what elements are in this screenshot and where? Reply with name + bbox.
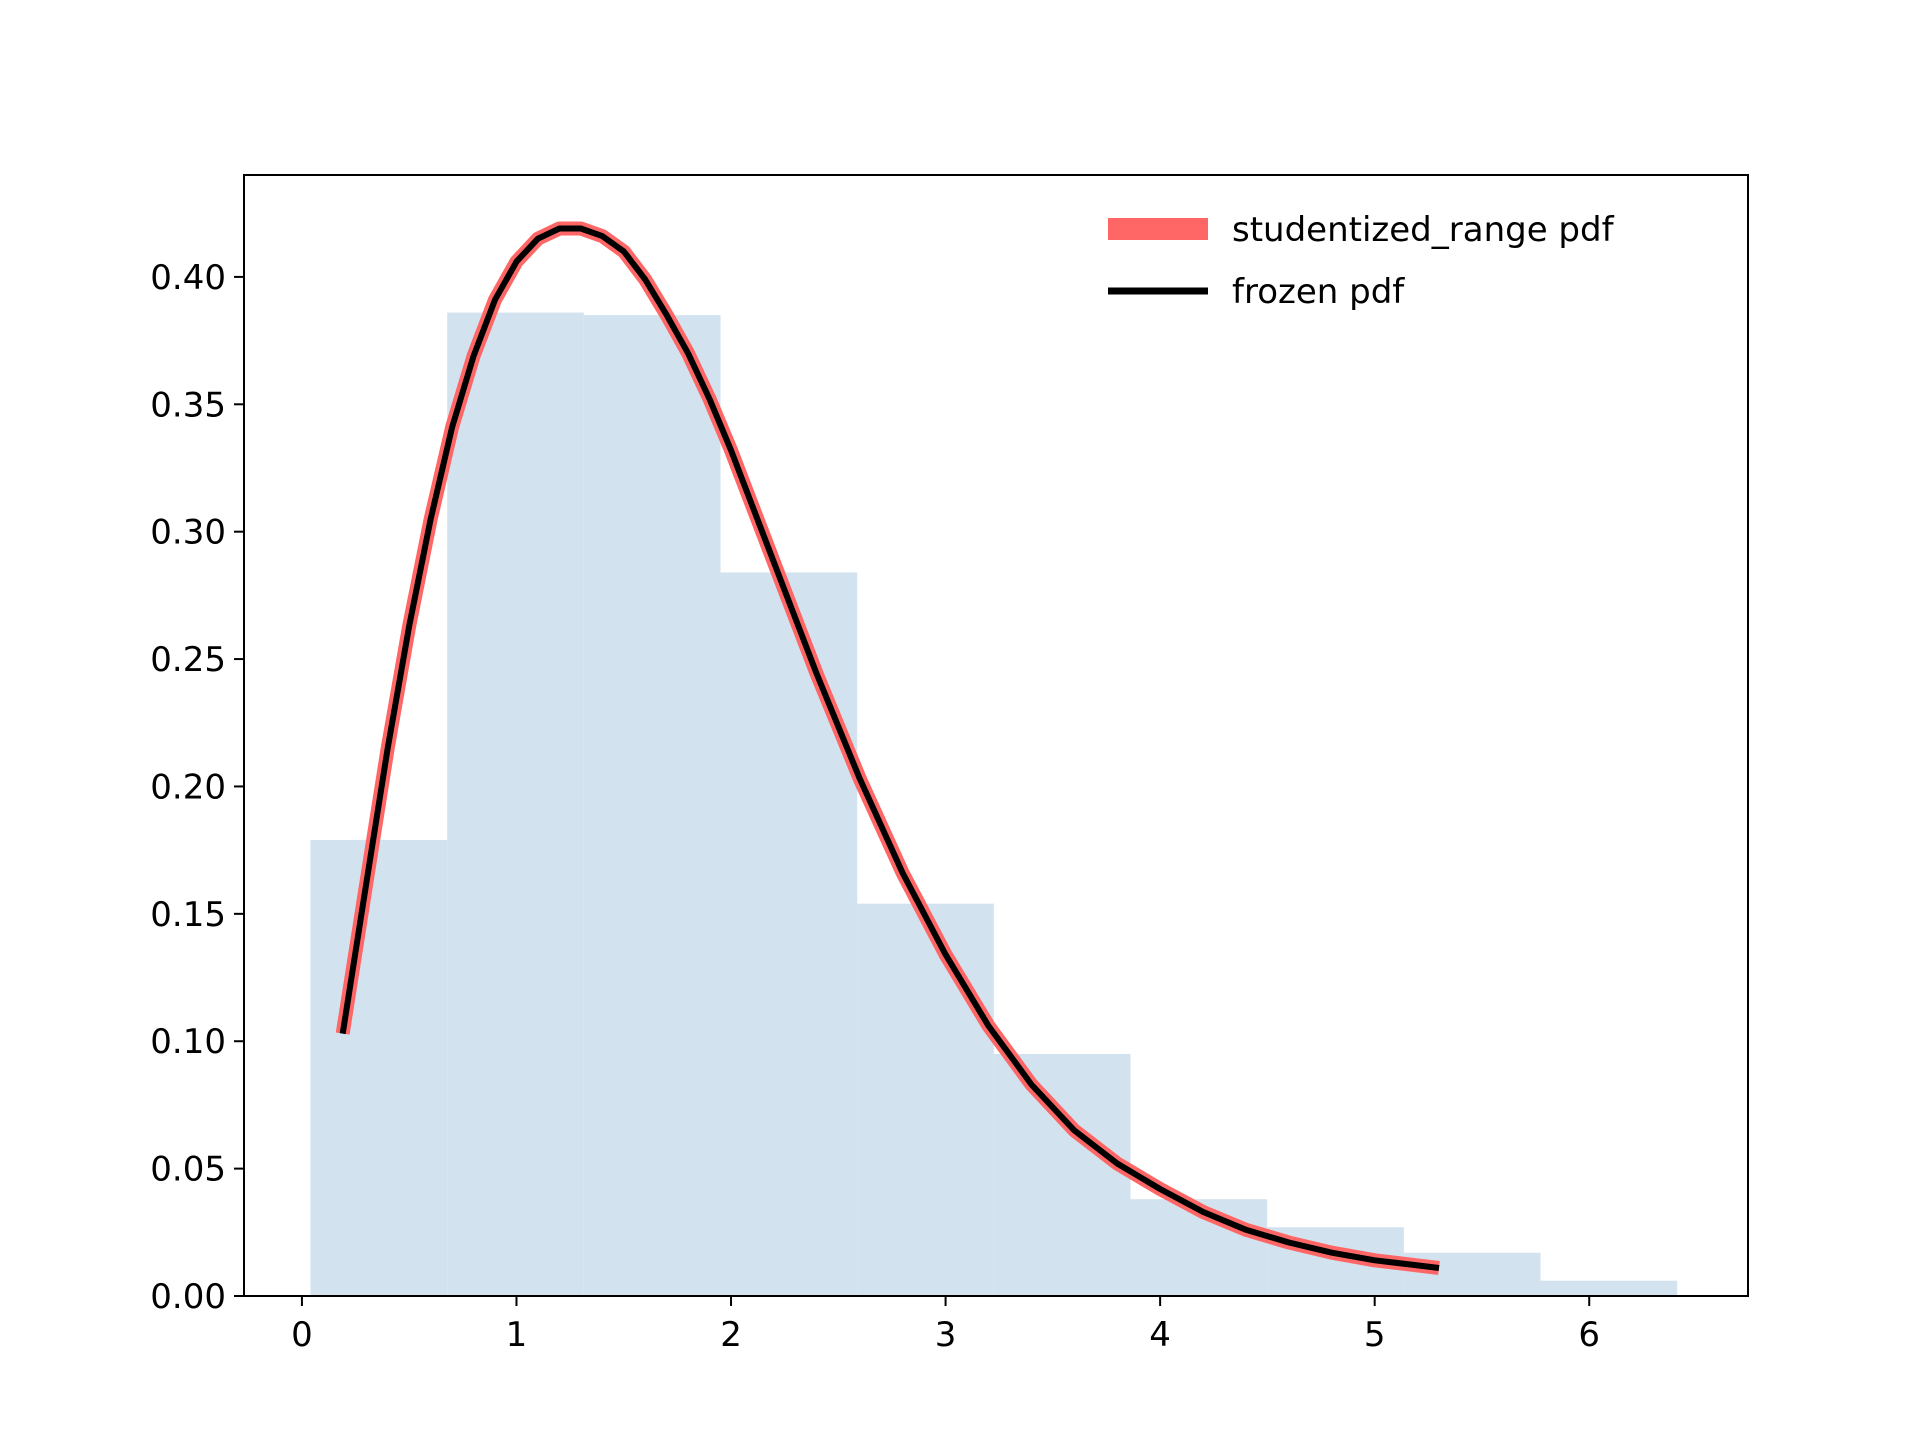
x-tick-label: 0 [291, 1315, 313, 1355]
legend-label: studentized_range pdf [1232, 210, 1615, 250]
x-tick-label: 1 [506, 1315, 528, 1355]
histogram-bar [447, 312, 584, 1296]
y-tick-label: 0.35 [150, 385, 226, 425]
x-tick-label: 4 [1149, 1315, 1171, 1355]
legend: studentized_range pdf frozen pdf [1108, 210, 1615, 312]
y-tick-label: 0.30 [150, 513, 226, 553]
plot-frame [243, 174, 1749, 1297]
y-tick-label: 0.05 [150, 1150, 226, 1190]
y-tick-label: 0.00 [150, 1277, 226, 1317]
y-tick-label: 0.25 [150, 640, 226, 680]
histogram-bar [993, 1053, 1131, 1296]
y-tick-label: 0.10 [150, 1022, 226, 1062]
x-axis: 0 1 2 3 4 5 6 [291, 1296, 1600, 1355]
y-tick-label: 0.20 [150, 767, 226, 807]
pdf-curves [335, 221, 1440, 1275]
y-tick-label: 0.15 [150, 895, 226, 935]
x-tick-label: 2 [720, 1315, 742, 1355]
x-tick-label: 5 [1364, 1315, 1386, 1355]
histogram-bar [720, 572, 858, 1296]
histogram-bar [583, 315, 721, 1296]
histogram-bar [1540, 1280, 1678, 1296]
histogram [310, 312, 1678, 1296]
histogram-bar [310, 839, 448, 1296]
frozen-pdf-line [339, 225, 1440, 1271]
x-tick-label: 3 [935, 1315, 957, 1355]
legend-label: frozen pdf [1232, 272, 1405, 312]
histogram-bar [857, 903, 994, 1296]
y-tick-label: 0.40 [150, 258, 226, 298]
y-axis: 0.00 0.05 0.10 0.15 0.20 0.25 0.30 0.35 0.40 [150, 258, 244, 1317]
x-tick-label: 6 [1578, 1315, 1600, 1355]
